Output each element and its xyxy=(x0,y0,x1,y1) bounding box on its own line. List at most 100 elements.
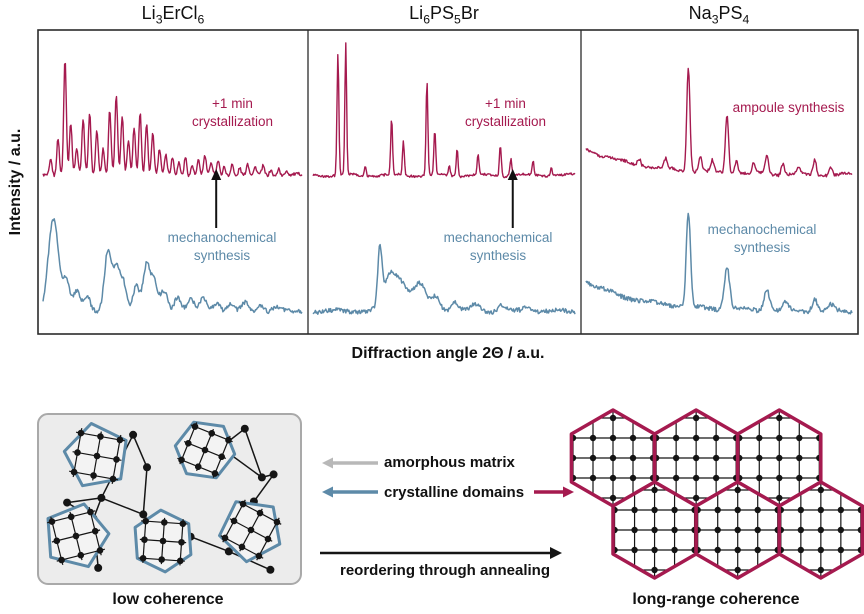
lattice-node xyxy=(796,434,803,442)
lattice-node xyxy=(671,526,678,534)
annealing-process-label: reordering through annealing xyxy=(339,562,550,579)
lattice-node xyxy=(756,454,763,462)
lattice-node xyxy=(87,508,94,516)
lattice-node xyxy=(77,429,85,437)
trace-label-ampoule-3: ampoule synthesis xyxy=(732,100,845,115)
lattice-node xyxy=(672,434,680,442)
lattice-node xyxy=(796,474,803,482)
network-bond xyxy=(253,473,275,502)
xrd-trace-blue-panel1 xyxy=(42,218,303,315)
network-node xyxy=(63,498,72,507)
network-node xyxy=(129,430,138,439)
lattice-node xyxy=(53,537,61,545)
lattice-node xyxy=(776,414,783,422)
lattice-node xyxy=(91,527,99,535)
lattice-node xyxy=(589,454,597,462)
lattice-node xyxy=(654,414,660,422)
lattice-node xyxy=(97,433,104,440)
xrd-trace-crimson-panel2 xyxy=(312,42,576,179)
lattice-node xyxy=(756,474,763,482)
lattice-node xyxy=(776,474,783,482)
lattice-node xyxy=(837,546,845,554)
xrd-trace-blue-panel3 xyxy=(585,212,853,315)
lattice-node xyxy=(609,494,617,502)
lattice-node xyxy=(754,546,761,554)
lattice-node xyxy=(48,518,56,525)
lattice-node xyxy=(651,526,658,534)
legend-amorphous-matrix: amorphous matrix xyxy=(384,454,515,471)
lattice-node xyxy=(817,506,825,514)
lattice-node xyxy=(692,454,700,462)
network-node xyxy=(224,547,233,556)
lattice-node xyxy=(96,547,104,554)
lattice-node xyxy=(651,506,658,514)
lattice-node xyxy=(194,463,202,470)
lattice-node xyxy=(609,454,617,462)
lattice-node xyxy=(756,434,763,442)
network-node xyxy=(139,510,148,519)
caption-low-coherence: low coherence xyxy=(112,591,224,608)
lattice-node xyxy=(74,449,81,456)
network-bond xyxy=(190,536,230,553)
lattice-node xyxy=(692,414,700,422)
lattice-node xyxy=(734,486,741,494)
lattice-node xyxy=(817,546,825,554)
lattice-node xyxy=(712,474,720,482)
lattice-node xyxy=(776,494,783,502)
lattice-node xyxy=(691,566,697,574)
lattice-node xyxy=(160,519,168,526)
trace-label-mechanochemical-3: mechanochemical synthesis xyxy=(707,222,817,255)
lattice-node xyxy=(264,535,272,543)
network-node xyxy=(257,473,266,482)
xrd-trace-crimson-panel1 xyxy=(42,62,303,178)
x-axis-label: Diffraction angle 2Θ / a.u. xyxy=(351,345,545,362)
lattice-node xyxy=(139,554,147,562)
network-bond xyxy=(244,428,263,478)
amorphous-matrix-arrow-head xyxy=(322,457,333,469)
lattice-node xyxy=(179,520,187,528)
panel-title-li3ercl6: Li3ErCl6 xyxy=(141,3,205,27)
lattice-node xyxy=(732,414,738,422)
lattice-node xyxy=(754,506,761,514)
domain-lattice xyxy=(177,422,233,478)
lattice-node xyxy=(672,474,680,482)
domain-lattice xyxy=(138,516,188,566)
lattice-node xyxy=(589,434,597,442)
legend-crystalline-domains: crystalline domains xyxy=(384,484,525,501)
lattice-node xyxy=(817,566,825,574)
lattice-node xyxy=(176,557,184,565)
lattice-node xyxy=(779,566,785,574)
lattice-node xyxy=(571,414,577,422)
trace-label-mechanochemical-2: mechanochemical synthesis xyxy=(443,230,553,263)
lattice-node xyxy=(817,526,825,534)
lattice-node xyxy=(671,546,678,554)
lattice-node xyxy=(185,439,192,447)
lattice-node xyxy=(712,434,720,442)
lattice-node xyxy=(671,506,678,514)
network-node xyxy=(97,493,106,502)
lattice-node xyxy=(77,551,85,559)
lattice-node xyxy=(754,526,761,534)
lattice-node xyxy=(273,518,281,526)
network-bond xyxy=(101,497,144,516)
lattice-node xyxy=(734,506,741,514)
lattice-node xyxy=(631,506,638,514)
domain-lattice xyxy=(220,499,282,561)
lattice-node xyxy=(178,456,185,464)
lattice-node xyxy=(93,452,101,460)
panel-title-li6ps5br: Li6PS5Br xyxy=(409,3,479,27)
lattice-node xyxy=(158,556,166,563)
caption-long-range-coherence: long-range coherence xyxy=(632,591,800,608)
lattice-node xyxy=(734,526,741,534)
lattice-node xyxy=(70,468,78,476)
domain-lattice xyxy=(69,428,125,484)
lattice-node xyxy=(109,475,117,483)
lattice-node xyxy=(651,546,658,554)
lattice-node xyxy=(58,556,65,564)
lattice-node xyxy=(116,436,124,444)
lattice-node xyxy=(589,474,597,482)
lattice-node xyxy=(72,532,80,540)
network-node xyxy=(143,463,151,472)
lattice-node xyxy=(837,506,845,514)
